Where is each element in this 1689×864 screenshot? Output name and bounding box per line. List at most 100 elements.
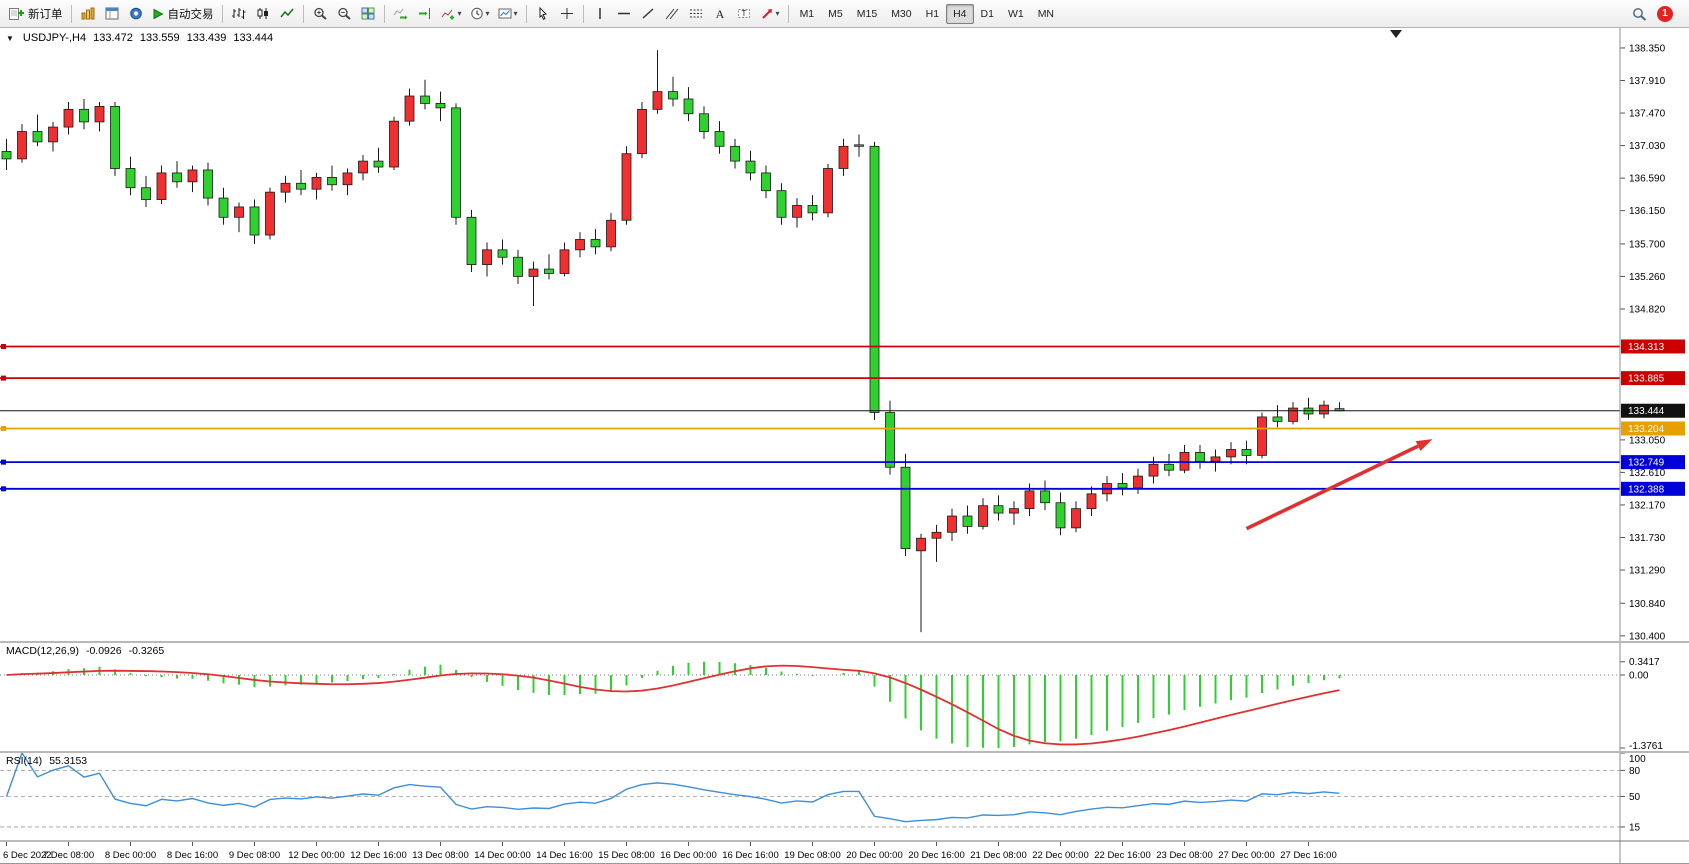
crosshair-tool-button[interactable] [555,3,579,25]
auto-scroll-button[interactable] [389,3,413,25]
tile-windows-button[interactable] [356,3,380,25]
price-tick-label: 138.350 [1629,43,1666,54]
terminal-button[interactable] [124,3,148,25]
candle-body [280,182,291,193]
candle-body [373,160,384,168]
horizontal-line-132.749[interactable]: 132.749 [0,455,1685,470]
chart-shift-button[interactable] [413,3,437,25]
rsi-indicator-label: RSI(14) 55.3153 [6,755,87,767]
indicators-button[interactable]: ▾ [437,3,466,25]
candle-body [962,515,973,527]
chart-collapse-icon[interactable]: ▼ [6,33,14,43]
zoom-out-button[interactable] [332,3,356,25]
price-tag-label: 133.885 [1628,374,1665,385]
price-tick-label: 130.400 [1629,631,1666,642]
terminal-icon [129,7,142,20]
timeframe-m5-button[interactable]: M5 [828,7,843,20]
trend-arrow-head[interactable] [1415,439,1433,452]
candle-body [48,126,58,143]
horizontal-line-134.313[interactable]: 134.313 [0,339,1685,354]
text-tool-button[interactable]: A [708,3,732,25]
candle-body [389,120,399,168]
zoom-in-button[interactable] [308,3,332,25]
toolbar-separator [525,4,527,23]
price-tick-label: 130.840 [1629,599,1666,610]
candle-body [79,108,89,123]
line-chart-mode-button[interactable] [275,3,299,25]
candle-body [528,268,539,277]
candle-body [621,153,632,221]
new-order-button[interactable]: 新订单 [4,3,67,25]
time-label: 20 Dec 16:00 [908,850,965,861]
candle-body [1195,452,1205,462]
candle-body [1319,404,1329,415]
time-label: 9 Dec 08:00 [229,850,280,861]
pane-splitter[interactable] [0,641,1689,643]
timeframe-h4-button[interactable]: H4 [946,3,974,24]
horizontal-line-133.885[interactable]: 133.885 [0,371,1685,386]
price-tick-label: 133.050 [1629,435,1666,446]
channel-tool-button[interactable] [660,3,684,25]
candlestick-mode-button[interactable] [251,3,275,25]
timeframe-mn-button[interactable]: MN [1037,7,1055,20]
hline-anchor[interactable] [1,375,6,381]
cursor-icon [539,7,547,20]
horizontal-line-133.204[interactable]: 133.204 [0,421,1685,436]
horizontal-line-133.444[interactable]: 133.444 [0,403,1685,418]
price-tick-label: 137.470 [1629,109,1666,120]
candle-body [435,103,446,109]
search-icon[interactable] [1632,7,1647,21]
trend-arrow[interactable] [1245,439,1433,531]
vertical-line-tool-button[interactable] [588,3,612,25]
timeframe-h1-button[interactable]: H1 [925,7,940,20]
market-watch-button[interactable] [76,3,100,25]
notifications-badge[interactable]: 1 [1657,5,1673,22]
candle-body [497,249,508,258]
timeframe-m1-button[interactable]: M1 [799,7,815,20]
horizontal-line-132.388[interactable]: 132.388 [0,481,1685,496]
chart-shift-marker[interactable] [1390,30,1402,38]
label-tool-button[interactable]: T [732,3,756,25]
candle-body [807,205,818,214]
timeframe-m30-button[interactable]: M30 [891,7,912,20]
macd-tick-label: 0.00 [1629,671,1649,682]
candle-body [1257,416,1267,456]
fibonacci-tool-button[interactable] [684,3,708,25]
pane-splitter[interactable] [0,751,1689,753]
cursor-tool-button[interactable] [531,3,555,25]
price-tag-label: 133.444 [1628,406,1665,417]
candle-body [978,505,988,527]
autotrading-button[interactable]: 自动交易 [148,3,218,25]
candle-body [776,190,787,218]
hline-anchor[interactable] [1,486,6,492]
candle-body [823,168,833,214]
candle-body [451,107,461,218]
price-tag [1621,455,1685,470]
time-label: 19 Dec 08:00 [784,850,841,861]
timeframe-w1-button[interactable]: W1 [1007,7,1024,20]
candle-body [187,169,198,183]
timeframe-m15-button[interactable]: M15 [856,7,878,20]
templates-button[interactable]: ▾ [494,3,522,25]
timeframe-d1-button[interactable]: D1 [980,7,994,20]
candle-body [125,168,136,189]
time-label: 22 Dec 16:00 [1094,850,1151,861]
periods-button[interactable]: ▾ [466,3,494,25]
price-tick-label: 136.150 [1629,206,1666,217]
candle-body [404,95,415,122]
price-tick-label: 134.820 [1629,304,1666,315]
hline-anchor[interactable] [1,425,6,431]
price-tag-label: 132.749 [1628,458,1665,469]
bar-chart-mode-button[interactable] [227,3,251,25]
arrows-tool-button[interactable]: ▾ [756,3,784,25]
time-label: 20 Dec 00:00 [846,850,903,861]
hline-anchor[interactable] [1,459,6,465]
horizontal-line-tool-button[interactable] [612,3,636,25]
trendline-tool-button[interactable] [636,3,660,25]
trend-arrow-line[interactable] [1245,444,1419,531]
hline-anchor[interactable] [1,343,6,349]
toolbar-separator [70,4,72,23]
navigator-button[interactable] [100,3,124,25]
